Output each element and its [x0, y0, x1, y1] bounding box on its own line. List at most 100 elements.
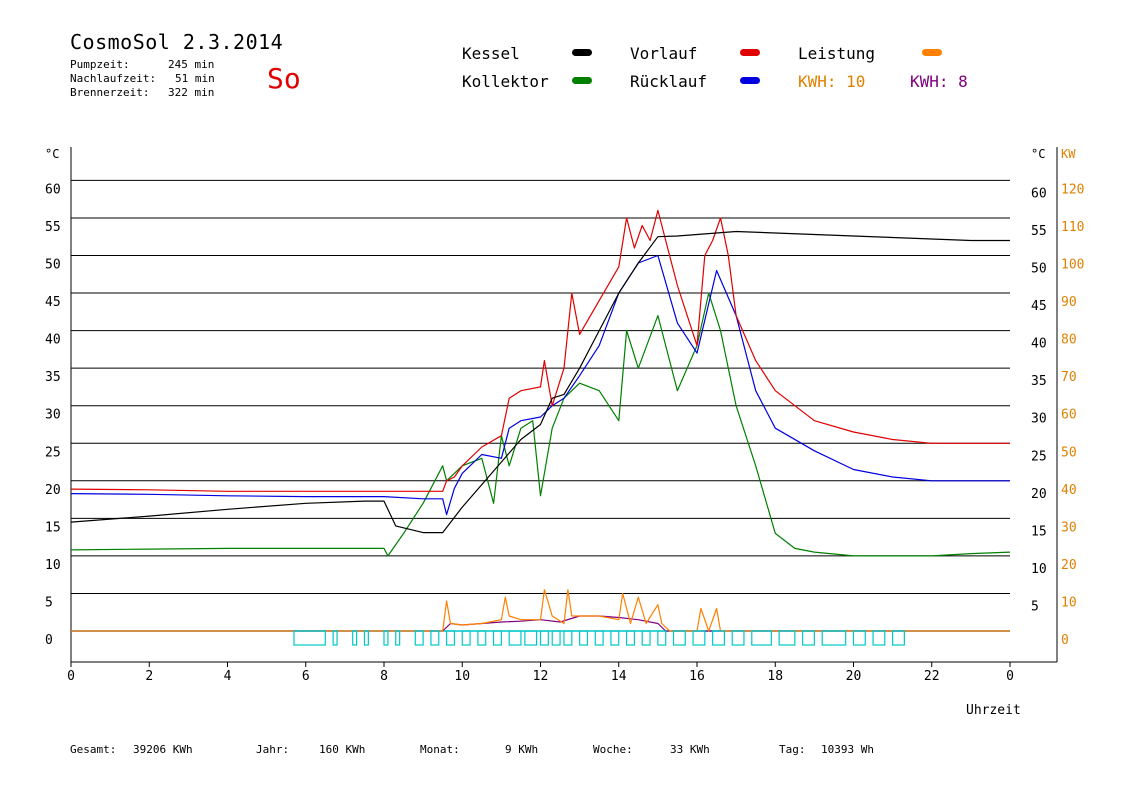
legend-kollektor-swatch	[572, 77, 592, 84]
y-tick-label-left: 25	[45, 445, 61, 460]
y-tick-label-right-kw: 30	[1061, 520, 1077, 535]
y-tick-label-right-kw: 40	[1061, 483, 1077, 498]
footer-monat-value: 9 KWh	[505, 743, 539, 756]
y-tick-label-left: 35	[45, 370, 61, 385]
pump-on-box	[563, 630, 573, 646]
x-tick-label: 0	[67, 669, 75, 684]
footer-jahr-value: 160 KWh	[319, 743, 366, 756]
y-tick-label-right-c: 50	[1031, 262, 1047, 277]
y-tick-label-right-kw: 110	[1061, 220, 1084, 235]
pump-on-box	[692, 630, 706, 646]
y-tick-label-left: 50	[45, 258, 61, 273]
pump-on-box	[446, 630, 456, 646]
pump-on-box	[802, 630, 815, 646]
footer-tag-label: Tag:	[779, 743, 806, 756]
pump-on-box	[625, 630, 636, 646]
series-line-kessel	[70, 230, 1010, 534]
stat-pumpzeit-value: 245 min	[168, 58, 215, 71]
footer-jahr-label: Jahr:	[256, 743, 290, 756]
legend-kessel-swatch	[572, 49, 592, 56]
y-tick-label-right-c: 55	[1031, 224, 1047, 239]
pump-on-box	[477, 630, 487, 646]
y-tick-label-right-c: 25	[1031, 449, 1047, 464]
y-tick-label-left: 15	[45, 520, 61, 535]
y-tick-label-right-kw: 60	[1061, 408, 1077, 423]
legend-kwh2: KWH: 8	[910, 72, 968, 91]
series-line-vorlauf	[70, 209, 1010, 492]
pump-on-box	[892, 630, 905, 646]
y-tick-label-right-c: 10	[1031, 562, 1047, 577]
y-tick-label-right-c: 30	[1031, 412, 1047, 427]
y-tick-label-right-kw: 90	[1061, 295, 1077, 310]
y-tick-label-right-kw: 70	[1061, 370, 1077, 385]
series-line-kollektor	[70, 292, 1011, 557]
pump-on-box	[492, 630, 502, 646]
y-axis-unit-right-kw: KW	[1061, 147, 1076, 161]
y-tick-label-right-c: 15	[1031, 524, 1047, 539]
y-tick-label-left: 40	[45, 333, 61, 348]
y-tick-label-right-kw: 120	[1061, 182, 1084, 197]
y-tick-label-right-c: 5	[1031, 599, 1039, 614]
y-tick-label-right-kw: 20	[1061, 558, 1077, 573]
stat-nachlaufzeit-value: 51 min	[175, 72, 215, 85]
x-tick-label: 0	[1006, 669, 1014, 684]
x-tick-label: 2	[145, 669, 153, 684]
y-tick-label-right-c: 20	[1031, 487, 1047, 502]
stat-brennerzeit-label: Brennerzeit:	[70, 86, 150, 99]
x-tick-label: 16	[689, 669, 705, 684]
x-tick-label: 20	[846, 669, 862, 684]
y-axis-unit-left: °C	[45, 147, 59, 161]
legend-vorlauf-swatch	[740, 49, 760, 56]
footer-gesamt-value: 39206 KWh	[133, 743, 193, 756]
y-tick-label-right-c: 45	[1031, 299, 1047, 314]
y-tick-label-left: 45	[45, 295, 61, 310]
pump-on-box	[352, 630, 358, 646]
x-axis-label: Uhrzeit	[966, 703, 1021, 718]
series-line-leistung	[71, 589, 1010, 632]
series-line-ruecklauf	[70, 254, 1010, 516]
pump-on-box	[872, 630, 886, 646]
x-tick-label: 6	[302, 669, 310, 684]
x-tick-label: 18	[767, 669, 783, 684]
y-tick-label-right-c: 35	[1031, 374, 1047, 389]
pump-on-box	[594, 630, 604, 646]
pump-on-box	[712, 630, 725, 646]
y-tick-label-left: 55	[45, 220, 61, 235]
y-tick-label-right-kw: 0	[1061, 633, 1069, 648]
page-title: CosmoSol 2.3.2014	[70, 30, 284, 54]
x-tick-label: 22	[924, 669, 940, 684]
y-tick-label-left: 30	[45, 408, 61, 423]
x-tick-label: 10	[454, 669, 470, 684]
y-tick-label-left: 60	[45, 182, 61, 197]
footer-gesamt-label: Gesamt:	[70, 743, 117, 756]
legend-ruecklauf-label: Rücklauf	[630, 72, 708, 91]
x-tick-label: 8	[380, 669, 388, 684]
y-tick-label-right-c: 40	[1031, 337, 1047, 352]
pump-on-box	[430, 630, 440, 646]
footer-woche-label: Woche:	[593, 743, 633, 756]
pump-on-box	[539, 630, 549, 646]
pump-on-box	[508, 630, 522, 646]
stat-nachlaufzeit-label: Nachlaufzeit:	[70, 72, 157, 85]
pump-on-box	[551, 630, 561, 646]
pump-on-box	[610, 630, 620, 646]
pump-on-box	[363, 630, 369, 646]
pump-on-box	[414, 630, 424, 646]
y-tick-label-right-kw: 50	[1061, 445, 1077, 460]
stat-brennerzeit-value: 322 min	[168, 86, 215, 99]
legend-kollektor-label: Kollektor	[462, 72, 549, 91]
x-tick-label: 12	[533, 669, 549, 684]
y-axis-unit-right-c: °C	[1031, 147, 1045, 161]
pump-on-box	[821, 630, 847, 646]
y-tick-label-left: 10	[45, 558, 61, 573]
pump-on-box	[524, 630, 538, 646]
pump-on-box	[332, 630, 338, 646]
footer-tag-value: 10393 Wh	[821, 743, 874, 756]
y-tick-label-right-kw: 10	[1061, 595, 1077, 610]
pump-on-box	[395, 630, 401, 646]
legend-ruecklauf-swatch	[740, 77, 760, 84]
y-tick-label-left: 20	[45, 483, 61, 498]
x-tick-label: 14	[611, 669, 627, 684]
pump-on-box	[751, 630, 772, 646]
